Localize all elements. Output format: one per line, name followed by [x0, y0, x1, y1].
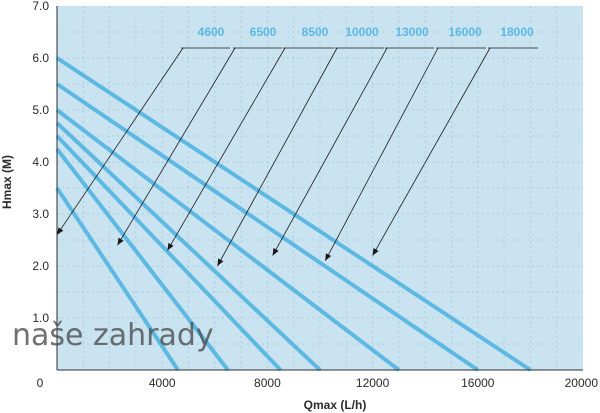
- arrowhead: [57, 227, 64, 235]
- series-line-13000: [55, 108, 401, 372]
- series-label-6500: 6500: [250, 25, 277, 39]
- series-label-4600: 4600: [198, 25, 225, 39]
- tick-labels: 1.0 2.0 3.0 4.0 5.0 6.0 7.0 0 4000 8000 12000 16000…: [32, 0, 598, 390]
- annotation-arrow-line: [56, 47, 184, 236]
- annotation-arrow-line: [117, 47, 236, 246]
- series-line-10000: [55, 121, 322, 372]
- watermark-logo-text: naše zahrady: [12, 318, 214, 353]
- y-tick-label: 5.0: [32, 103, 49, 117]
- x-tick-label: 20000: [565, 376, 599, 390]
- x-tick-label: 16000: [461, 376, 495, 390]
- annotation-arrow-line: [217, 47, 338, 267]
- annotation-arrow-line: [167, 47, 286, 251]
- series-lines: [55, 56, 532, 372]
- x-tick-label: 8000: [254, 376, 281, 390]
- y-tick-label: 4.0: [32, 155, 49, 169]
- series-label-8500: 8500: [302, 25, 329, 39]
- x-axis-title: Qmax (L/h): [304, 398, 367, 412]
- series-line-16000: [55, 82, 479, 372]
- y-tick-label: 7.0: [32, 0, 49, 13]
- annotation-arrow-line: [372, 47, 491, 256]
- arrowhead: [167, 242, 174, 251]
- y-axis-title: Hmax (M): [0, 155, 14, 209]
- axes: [56, 6, 583, 371]
- y-tick-label: 3.0: [32, 207, 49, 221]
- series-labels: 4600 6500 8500 10000 13000 16000 18000: [198, 25, 534, 39]
- series-label-13000: 13000: [395, 25, 429, 39]
- y-tick-label: 6.0: [32, 51, 49, 65]
- annotation-arrow-line: [324, 47, 439, 261]
- series-line-4600: [55, 186, 180, 372]
- series-line-6500: [55, 147, 230, 372]
- annotation-arrows: [56, 47, 538, 267]
- series-label-10000: 10000: [345, 25, 379, 39]
- arrowhead: [117, 237, 124, 246]
- x-tick-label: 0: [37, 376, 44, 390]
- arrowhead: [272, 248, 279, 256]
- arrowhead: [217, 258, 224, 266]
- y-tick-label: 2.0: [32, 259, 49, 273]
- series-label-18000: 18000: [500, 25, 534, 39]
- arrowhead: [372, 248, 379, 256]
- x-tick-label: 4000: [149, 376, 176, 390]
- x-tick-label: 12000: [356, 376, 390, 390]
- series-label-16000: 16000: [448, 25, 482, 39]
- y-tick-label: 1.0: [32, 311, 49, 325]
- arrowhead: [325, 253, 332, 261]
- series-line-18000: [55, 56, 532, 372]
- annotation-arrow-line: [272, 47, 388, 256]
- series-line-8500: [55, 134, 282, 372]
